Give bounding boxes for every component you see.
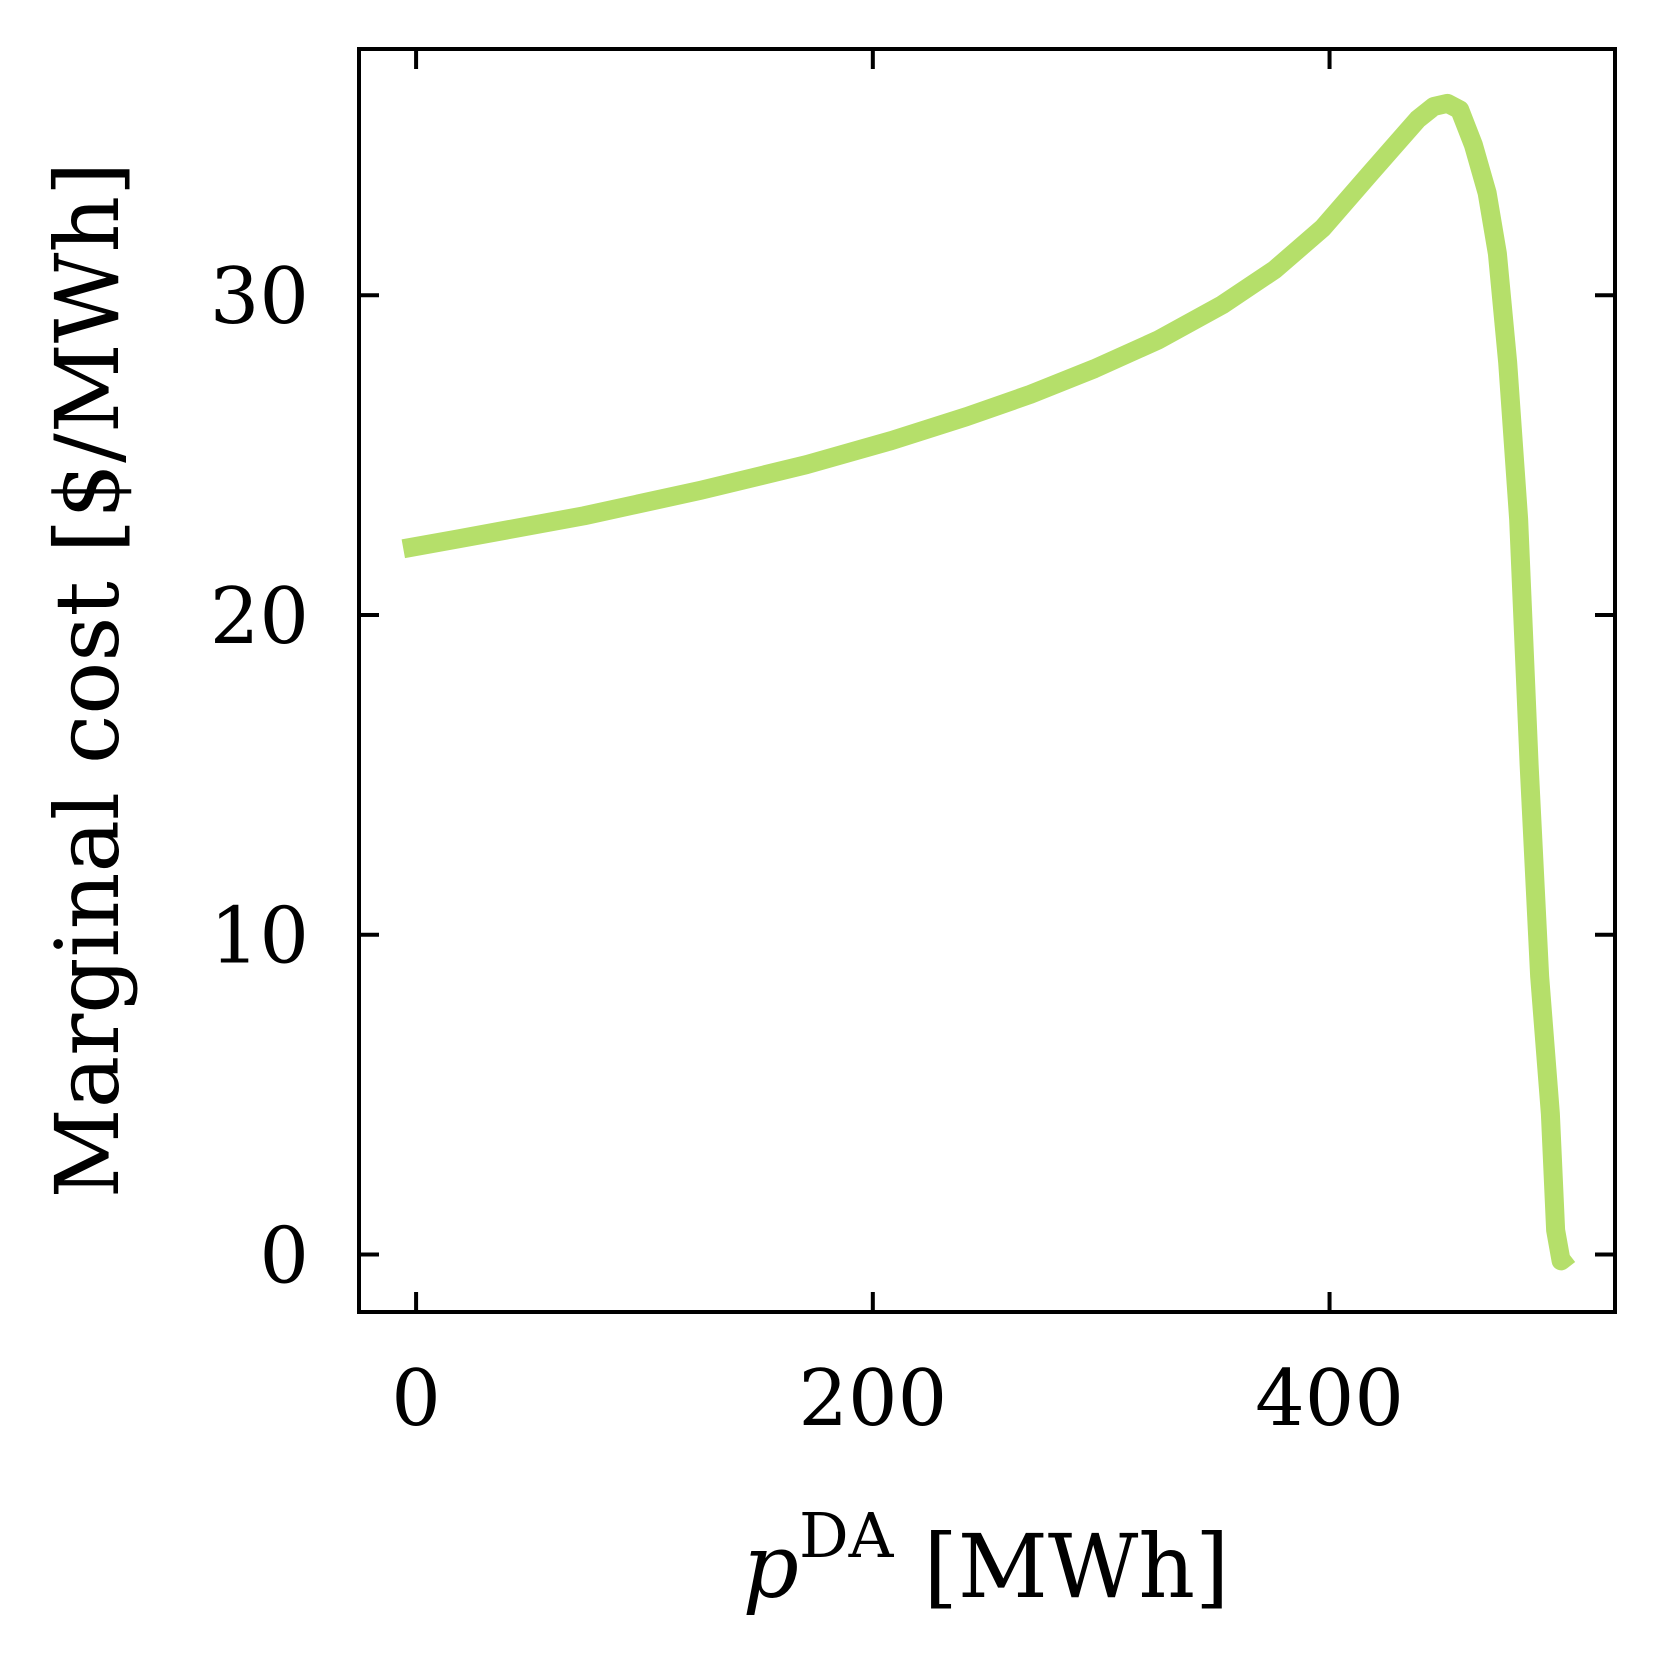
x-axis-label: pDA [MWh] [743,1499,1230,1618]
y-axis-label: Marginal cost [$/MWh] [36,162,139,1199]
y-tick-label: 10 [210,892,309,982]
x-label-sup: DA [799,1499,895,1572]
plot-frame [357,47,1617,1314]
x-tick-label: 200 [798,1354,947,1444]
y-tick-label: 30 [210,252,309,342]
x-label-base: p [743,1515,799,1618]
y-tick-label: 0 [259,1211,309,1301]
x-tick-label: 0 [391,1354,441,1444]
x-label-unit: [MWh] [923,1515,1229,1618]
x-tick-label: 400 [1255,1354,1404,1444]
y-tick-label: 20 [210,572,309,662]
data-line [401,93,1576,1271]
